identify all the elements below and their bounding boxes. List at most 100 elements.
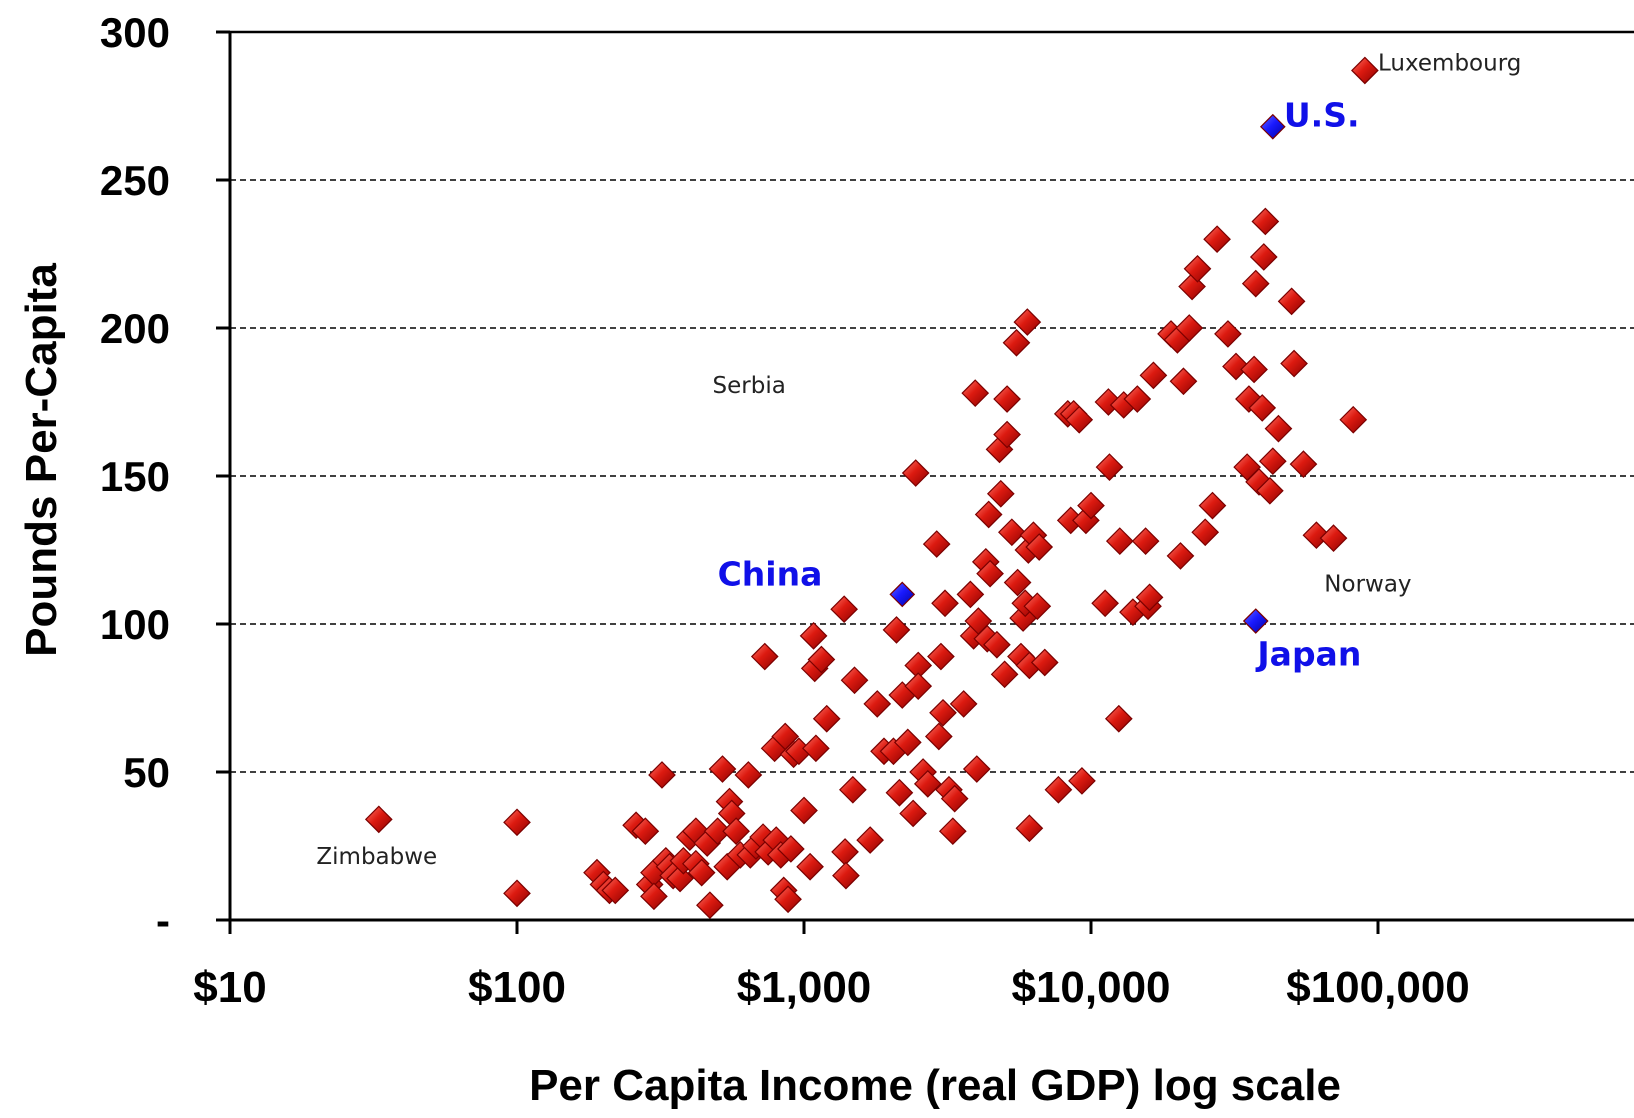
data-point [1131,527,1160,555]
data-point [899,799,927,828]
y-tick-label: - [156,897,170,944]
data-point [1135,583,1164,612]
highlighted-points [889,113,1286,634]
data-point [1123,385,1152,413]
data-point [734,761,763,789]
data-point [893,728,922,757]
data-point [1245,468,1273,496]
annotation-label: Zimbabwe [316,844,437,870]
data-point [832,861,860,890]
axes [216,30,1634,934]
data-point [1166,542,1195,570]
data-point [1183,254,1212,283]
data-point [1191,518,1220,547]
data-point [703,817,732,846]
data-point [901,459,930,487]
data-point [962,755,991,783]
data-point [929,698,957,727]
annotation-label: Luxembourg [1378,50,1521,76]
data-point [503,808,531,837]
data-point [1302,521,1331,550]
data-point [687,858,716,887]
y-tick-label: 100 [100,601,170,648]
annotation-label: China [718,555,823,594]
annotation-label: Japan [1255,634,1361,673]
y-tick-label: 50 [123,749,170,796]
data-point [1235,385,1263,413]
data-point [1258,447,1287,476]
data-point [1139,361,1168,390]
data-point [1095,453,1124,481]
data-point [1241,269,1270,298]
data-point [856,826,884,854]
data-point [986,479,1015,508]
data-point [1044,775,1073,804]
data-point [830,595,858,624]
gridlines [230,30,1634,773]
data-point [1025,533,1054,561]
x-tick-label: $10,000 [1011,963,1170,1012]
data-point [913,769,942,798]
data-point [777,835,805,863]
data-point [1030,648,1059,677]
data-point [931,589,959,618]
data-point [974,500,1003,529]
y-tick-label: 250 [100,157,170,204]
data-point [601,876,630,905]
data-point [1003,568,1032,597]
data-point [938,817,967,846]
data-point [1248,394,1277,422]
data-point [750,642,779,671]
data-point [1240,355,1268,384]
data-point [1065,405,1094,434]
data-point [882,616,911,644]
highlighted-point [1242,608,1269,634]
data-point [1013,308,1042,336]
x-axis-ticks: $10 $100 $1,000 $10,000 $100,000 [193,963,1469,1012]
data-point [1319,524,1348,553]
data-point [840,666,869,695]
data-point [648,761,676,789]
highlighted-point [889,581,916,608]
data-point [1002,328,1031,357]
data-point [696,891,724,920]
data-point [885,778,914,807]
data-point [774,885,802,914]
data-point [807,645,836,674]
data-point [1091,589,1119,618]
highlighted-point [1259,113,1286,140]
data-point [839,775,867,804]
data-point [708,755,737,783]
data-point [364,805,393,834]
data-point [503,879,531,908]
data-point [1169,367,1198,396]
data-point [802,734,830,763]
data-point [1222,352,1250,381]
annotation-label: U.S. [1284,96,1360,135]
data-point [631,817,660,846]
data-point [1015,814,1044,843]
data-point [799,621,828,650]
data-point [831,838,859,866]
data-point [1178,272,1206,301]
data-point [1105,527,1134,555]
data-point [1289,450,1318,479]
data-point [940,784,969,813]
data-point [1077,491,1105,520]
data-point [1203,225,1231,254]
data-point [1068,767,1096,795]
annotations: Luxembourg U.S. Serbia China Norway Japan Zimb… [316,50,1521,869]
data-point [1351,56,1379,85]
data-point [1198,491,1227,520]
data-point [1175,314,1204,342]
y-tick-label: 300 [100,9,170,56]
data-point [976,559,1004,588]
data-point [812,704,841,733]
data-point [640,882,668,911]
data-point [1256,476,1284,505]
x-tick-label: $100 [468,963,566,1012]
y-axis-ticks: - 50 100 150 200 250 300 [100,9,170,944]
data-points [364,56,1379,920]
data-point [983,630,1011,659]
